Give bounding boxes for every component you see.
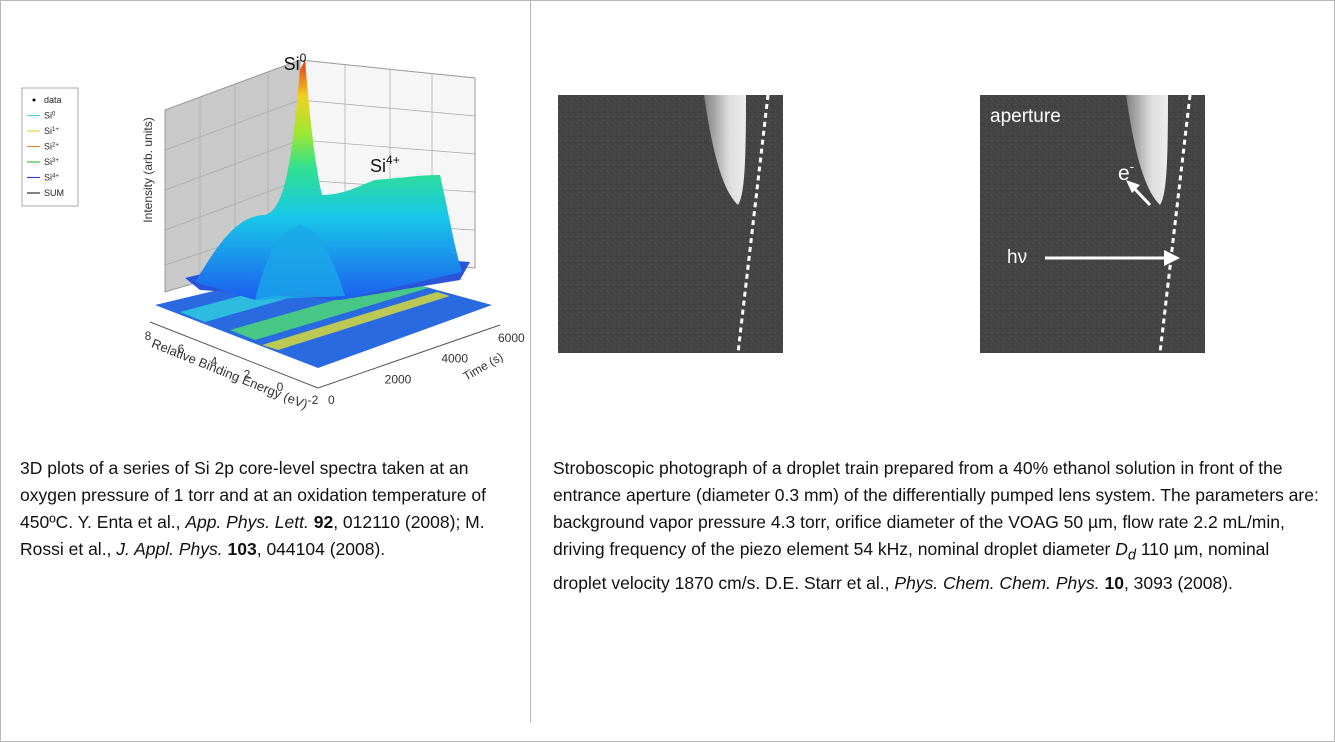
volume: 103 xyxy=(228,539,257,559)
energy-tick-label: 0 xyxy=(277,380,284,394)
peak-label-sup: 4+ xyxy=(386,153,400,167)
time-tick-label: 0 xyxy=(328,393,335,407)
legend-label-base: Si xyxy=(44,157,52,167)
legend-label-base: data xyxy=(44,95,62,105)
legend-label-base: Si xyxy=(44,173,52,183)
peak-label-base: Si xyxy=(370,156,386,176)
volume: 10 xyxy=(1104,573,1123,593)
caption-text: , 044104 (2008). xyxy=(257,539,385,559)
time-tick-label: 4000 xyxy=(441,352,468,366)
peak-label-base: Si xyxy=(284,54,300,74)
energy-tick-label: 2 xyxy=(244,367,251,381)
aperture-label: aperture xyxy=(990,106,1061,127)
legend-label-base: SUM xyxy=(44,188,64,198)
time-tick-label: 6000 xyxy=(498,331,525,345)
legend-label-sup: 4+ xyxy=(52,174,59,180)
legend-label-sup: 2+ xyxy=(52,143,59,149)
figures: Intensity (arb. units) Relative Binding … xyxy=(0,0,1335,440)
legend-label-sup: 3+ xyxy=(52,158,59,164)
caption: 3D plots of a series of Si 2p core-level… xyxy=(20,455,510,563)
legend-label-base: Si xyxy=(44,142,52,152)
legend-label-base: Si xyxy=(44,126,52,136)
journal: Phys. Chem. Chem. Phys. xyxy=(894,573,1104,593)
page: Intensity (arb. units) Relative Binding … xyxy=(0,0,1335,723)
symbol: D xyxy=(1115,539,1128,559)
caption: Stroboscopic photograph of a droplet tra… xyxy=(553,455,1323,597)
symbol-sub: d xyxy=(1128,548,1136,564)
energy-tick-label: 8 xyxy=(145,329,152,343)
electron-sup: - xyxy=(1130,159,1134,174)
journal: App. Phys. Lett. xyxy=(185,512,313,532)
energy-tick-label: 4 xyxy=(211,355,218,369)
plot-3d: Intensity (arb. units) Relative Binding … xyxy=(22,51,525,412)
legend-label: SUM xyxy=(44,188,64,198)
legend-label-sup: 1+ xyxy=(52,127,59,133)
volume: 92 xyxy=(314,512,333,532)
photo-left xyxy=(558,95,783,353)
photo xyxy=(558,95,783,353)
photo-right: aperture e- hν xyxy=(980,95,1205,353)
peak-label-sup: 0 xyxy=(300,51,307,65)
journal: J. Appl. Phys. xyxy=(116,539,227,559)
legend-label-base: Si xyxy=(44,111,52,121)
z-axis-label: Intensity (arb. units) xyxy=(141,117,155,222)
photon-label: hν xyxy=(1007,247,1027,268)
energy-tick-label: -2 xyxy=(308,393,319,407)
photo xyxy=(980,95,1205,353)
energy-tick-label: 6 xyxy=(178,342,185,356)
caption-text: , 3093 (2008). xyxy=(1124,573,1233,593)
time-tick-label: 2000 xyxy=(385,372,412,386)
legend-label: data xyxy=(44,95,62,105)
legend-marker xyxy=(33,99,36,102)
